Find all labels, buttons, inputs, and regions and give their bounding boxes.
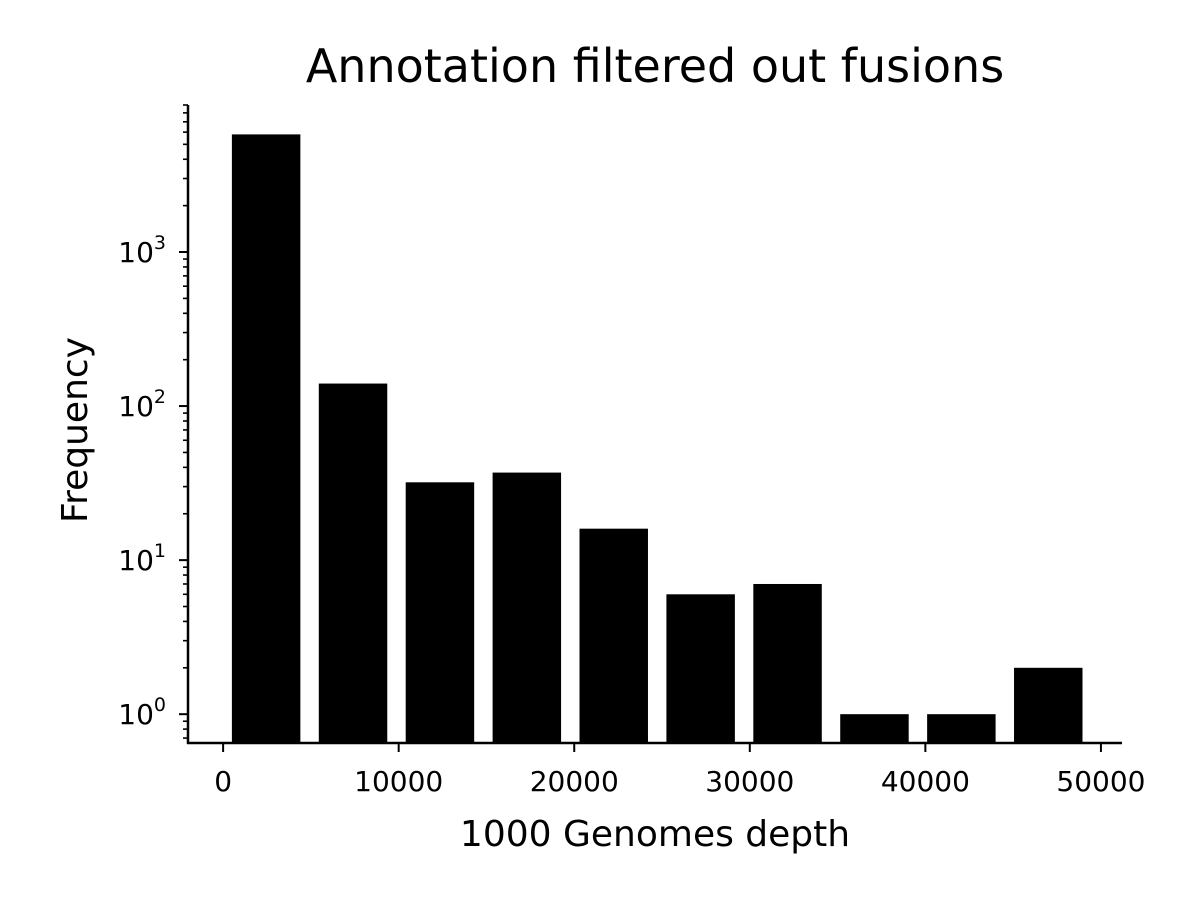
y-tick-label-0: 100 xyxy=(118,694,166,731)
x-tick-label-0: 0 xyxy=(214,765,232,798)
y-tick-label-1: 101 xyxy=(118,540,166,577)
y-tick-label-3: 103 xyxy=(118,232,166,269)
x-tick-label-2: 20000 xyxy=(530,765,619,798)
x-ticks: 0 10000 20000 30000 40000 50000 xyxy=(214,743,1145,798)
histogram-bar-10 xyxy=(1014,667,1083,743)
histogram-bar-6 xyxy=(666,594,735,743)
y-major-ticks: 100 101 102 103 xyxy=(118,232,188,731)
histogram-bar-1 xyxy=(231,134,301,744)
histogram-bar-2 xyxy=(318,383,388,743)
bars-group xyxy=(231,134,1083,744)
histogram-bar-3 xyxy=(405,482,475,743)
histogram-bar-9 xyxy=(927,714,996,743)
x-tick-label-4: 40000 xyxy=(881,765,970,798)
y-tick-label-2: 102 xyxy=(118,386,166,423)
chart-title: Annotation filtered out fusions xyxy=(306,39,1004,93)
x-tick-label-3: 30000 xyxy=(705,765,794,798)
histogram-bar-8 xyxy=(840,714,909,743)
histogram-bar-5 xyxy=(579,528,648,743)
x-axis-label: 1000 Genomes depth xyxy=(460,814,850,855)
y-axis-label: Frequency xyxy=(55,337,96,523)
x-tick-label-5: 50000 xyxy=(1056,765,1145,798)
x-tick-label-1: 10000 xyxy=(354,765,443,798)
histogram-bar-4 xyxy=(492,472,562,743)
histogram-bar-7 xyxy=(753,583,822,743)
